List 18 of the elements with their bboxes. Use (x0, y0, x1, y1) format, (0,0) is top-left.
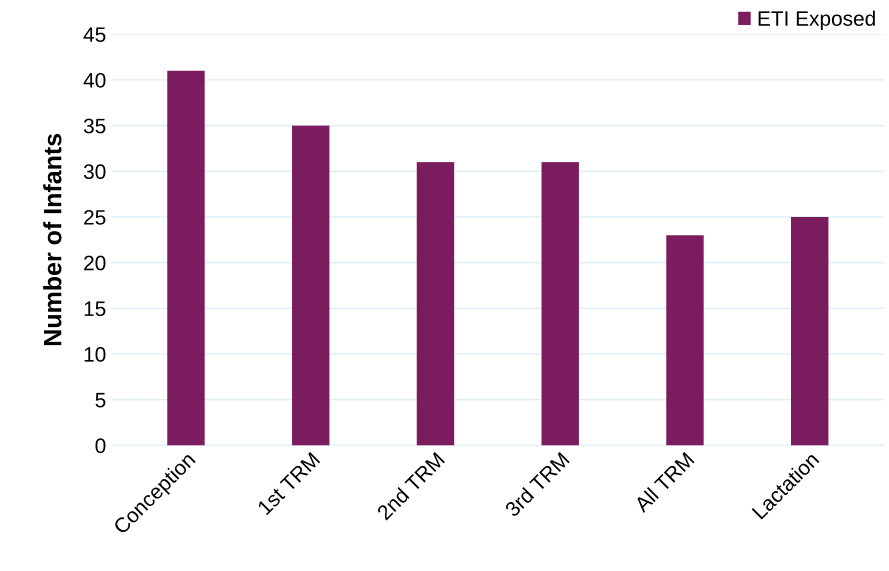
bar (167, 70, 205, 446)
y-tick-label: 40 (84, 72, 106, 88)
y-tick-label: 45 (84, 27, 106, 42)
bar (416, 162, 454, 446)
y-tick-label: 25 (84, 210, 106, 225)
y-tick-label: 20 (84, 256, 106, 270)
bar (292, 126, 330, 446)
bar (666, 235, 704, 446)
y-tick-label: 35 (84, 118, 106, 134)
y-tick-label: 30 (84, 164, 106, 180)
legend-label: ETI Exposed (758, 10, 875, 30)
y-tick-label: 0 (95, 438, 106, 454)
bar (790, 216, 828, 446)
y-axis-title: Number of Infants (43, 134, 62, 346)
bar (542, 162, 579, 446)
y-tick-label: 15 (84, 302, 106, 316)
y-tick-label: 5 (96, 392, 106, 408)
y-tick-label: 10 (84, 347, 106, 362)
